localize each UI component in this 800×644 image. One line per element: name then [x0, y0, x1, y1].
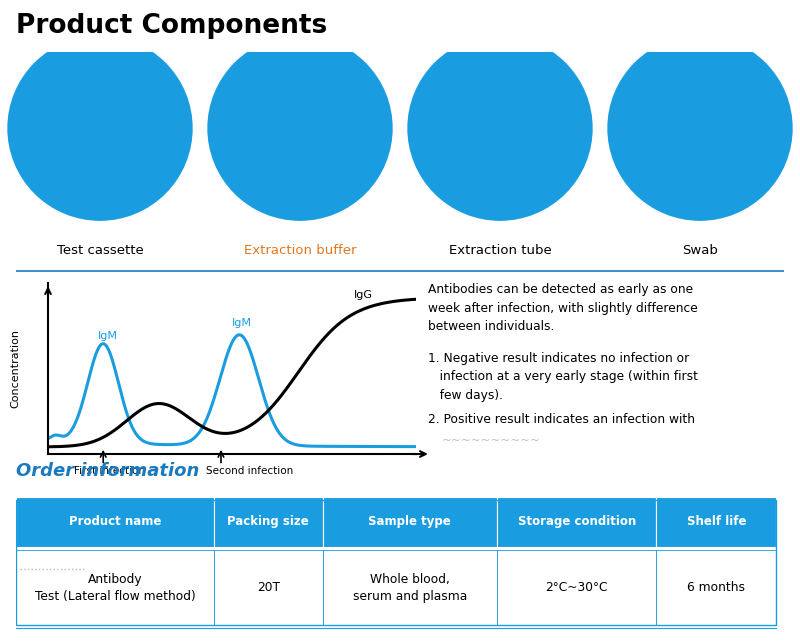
Text: Antibodies can be detected as early as one
week after infection, with slightly d: Antibodies can be detected as early as o… — [428, 283, 698, 334]
FancyBboxPatch shape — [497, 497, 656, 547]
Text: Test cassette: Test cassette — [57, 244, 143, 258]
Text: Product Components: Product Components — [16, 13, 327, 39]
Text: Concentration: Concentration — [10, 329, 20, 408]
Text: Second infection: Second infection — [206, 466, 294, 476]
FancyBboxPatch shape — [322, 497, 497, 547]
FancyBboxPatch shape — [214, 550, 322, 625]
Circle shape — [8, 36, 192, 220]
Text: 20T: 20T — [257, 581, 280, 594]
Text: Packing size: Packing size — [227, 515, 309, 528]
Text: 2°C~30°C: 2°C~30°C — [546, 581, 608, 594]
Text: Storage condition: Storage condition — [518, 515, 636, 528]
Text: Extraction buffer: Extraction buffer — [244, 244, 356, 258]
Text: Swab: Swab — [682, 244, 718, 258]
Text: IgM: IgM — [98, 331, 118, 341]
Text: Product name: Product name — [69, 515, 161, 528]
Text: Antibody
Test (Lateral flow method): Antibody Test (Lateral flow method) — [34, 573, 195, 603]
Circle shape — [608, 36, 792, 220]
Circle shape — [208, 36, 392, 220]
FancyBboxPatch shape — [16, 497, 214, 547]
FancyBboxPatch shape — [16, 550, 214, 625]
FancyBboxPatch shape — [656, 550, 777, 625]
Text: First infection: First infection — [74, 466, 145, 476]
FancyBboxPatch shape — [214, 497, 322, 547]
Text: Shelf life: Shelf life — [686, 515, 746, 528]
Text: IgG: IgG — [354, 290, 373, 299]
FancyBboxPatch shape — [497, 550, 656, 625]
Text: 6 months: 6 months — [687, 581, 746, 594]
Text: Whole blood,
serum and plasma: Whole blood, serum and plasma — [353, 573, 467, 603]
Circle shape — [408, 36, 592, 220]
Text: Extraction tube: Extraction tube — [449, 244, 551, 258]
Text: Order information: Order information — [16, 462, 199, 480]
Text: IgM: IgM — [232, 318, 252, 328]
FancyBboxPatch shape — [322, 550, 497, 625]
Text: 1. Negative result indicates no infection or
   infection at a very early stage : 1. Negative result indicates no infectio… — [428, 352, 698, 402]
Text: Sample type: Sample type — [369, 515, 451, 528]
FancyBboxPatch shape — [656, 497, 777, 547]
Text: ~~~~~~~~~~: ~~~~~~~~~~ — [442, 433, 541, 446]
Text: 2. Positive result indicates an infection with: 2. Positive result indicates an infectio… — [428, 413, 695, 426]
